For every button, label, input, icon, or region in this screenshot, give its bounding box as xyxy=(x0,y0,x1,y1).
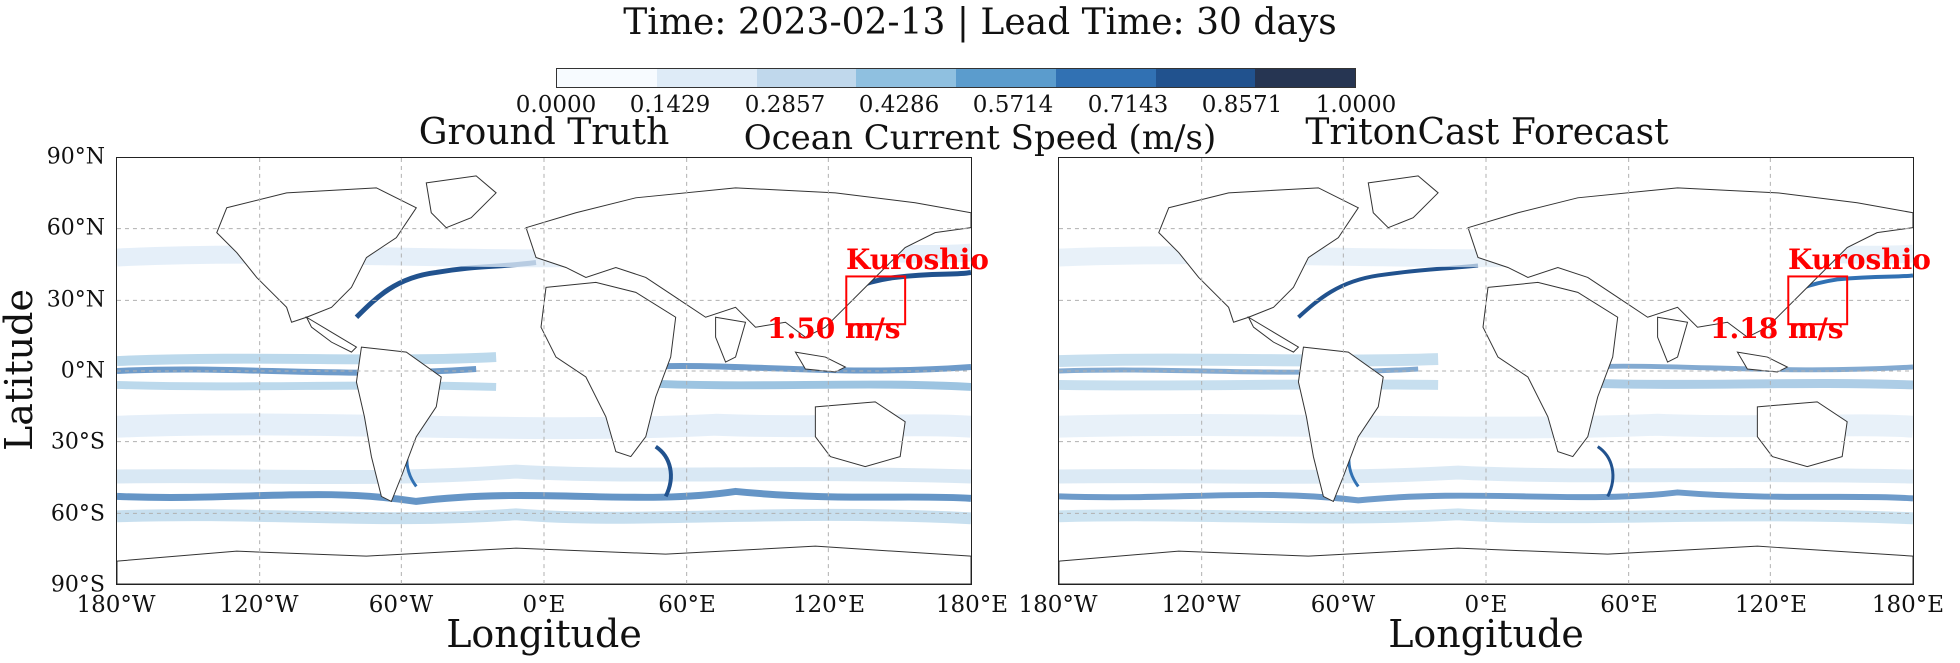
colorbar-tick: 0.1429 xyxy=(629,92,711,118)
colorbar-segment xyxy=(756,69,857,87)
region-speed-label: 1.50 m/s xyxy=(767,312,901,345)
region-speed-label: 1.18 m/s xyxy=(1710,312,1844,345)
colorbar-tick: 0.0000 xyxy=(515,92,597,118)
colorbar xyxy=(556,68,1356,88)
map-svg xyxy=(1059,158,1913,584)
lon-tick: 0°E xyxy=(1464,592,1508,618)
colorbar-tick: 0.8571 xyxy=(1201,92,1283,118)
lon-tick: 120°W xyxy=(219,592,299,618)
colorbar-tick: 1.0000 xyxy=(1315,92,1397,118)
colorbar-tick: 0.7143 xyxy=(1087,92,1169,118)
x-axis-label: Longitude xyxy=(1388,612,1584,656)
colorbar-segment xyxy=(1255,69,1355,87)
lon-tick: 60°E xyxy=(658,592,716,618)
kuroshio-region-box xyxy=(1787,275,1849,326)
lat-tick: 60°N xyxy=(46,215,105,241)
lon-tick: 180°E xyxy=(1871,592,1945,618)
lon-tick: 120°E xyxy=(792,592,866,618)
lon-tick: 180°W xyxy=(1018,592,1098,618)
lon-tick: 180°W xyxy=(76,592,156,618)
colorbar-label: Ocean Current Speed (m/s) xyxy=(743,118,1217,158)
colorbar-segment xyxy=(557,69,657,87)
coastline xyxy=(117,175,971,584)
region-label-kuroshio: Kuroshio xyxy=(846,243,989,276)
colorbar-tick: 0.2857 xyxy=(744,92,826,118)
coastline xyxy=(1059,175,1913,584)
lat-tick: 60°S xyxy=(50,501,105,527)
lon-tick: 120°W xyxy=(1161,592,1241,618)
map-panel-ground-truth xyxy=(116,157,972,585)
colorbar-segment xyxy=(856,69,956,87)
lat-tick: 90°N xyxy=(46,144,105,170)
map-panel-forecast xyxy=(1058,157,1914,585)
lon-tick: 0°E xyxy=(522,592,566,618)
colorbar-segment xyxy=(956,69,1056,87)
lat-tick: 30°S xyxy=(50,429,105,455)
kuroshio-region-box xyxy=(845,275,907,326)
region-label-kuroshio: Kuroshio xyxy=(1788,243,1931,276)
lon-tick: 60°W xyxy=(1310,592,1376,618)
lat-tick: 30°N xyxy=(46,287,105,313)
lat-tick: 90°S xyxy=(50,572,105,598)
colorbar-tick: 0.5714 xyxy=(972,92,1054,118)
lon-tick: 180°E xyxy=(935,592,1009,618)
panel-title-ground-truth: Ground Truth xyxy=(418,112,670,153)
colorbar-segment xyxy=(1055,69,1156,87)
colorbar-segment xyxy=(1155,69,1256,87)
map-svg xyxy=(117,158,971,584)
panel-title-forecast: TritonCast Forecast xyxy=(1305,112,1669,153)
lon-tick: 120°E xyxy=(1734,592,1808,618)
colorbar-segment xyxy=(656,69,757,87)
lat-tick: 0°N xyxy=(60,358,105,384)
lon-tick: 60°W xyxy=(368,592,434,618)
x-axis-label: Longitude xyxy=(446,612,642,656)
gridlines xyxy=(117,158,971,584)
figure-title: Time: 2023-02-13 | Lead Time: 30 days xyxy=(623,2,1337,43)
lon-tick: 60°E xyxy=(1600,592,1658,618)
colorbar-tick: 0.4286 xyxy=(858,92,940,118)
gridlines xyxy=(1059,158,1913,584)
